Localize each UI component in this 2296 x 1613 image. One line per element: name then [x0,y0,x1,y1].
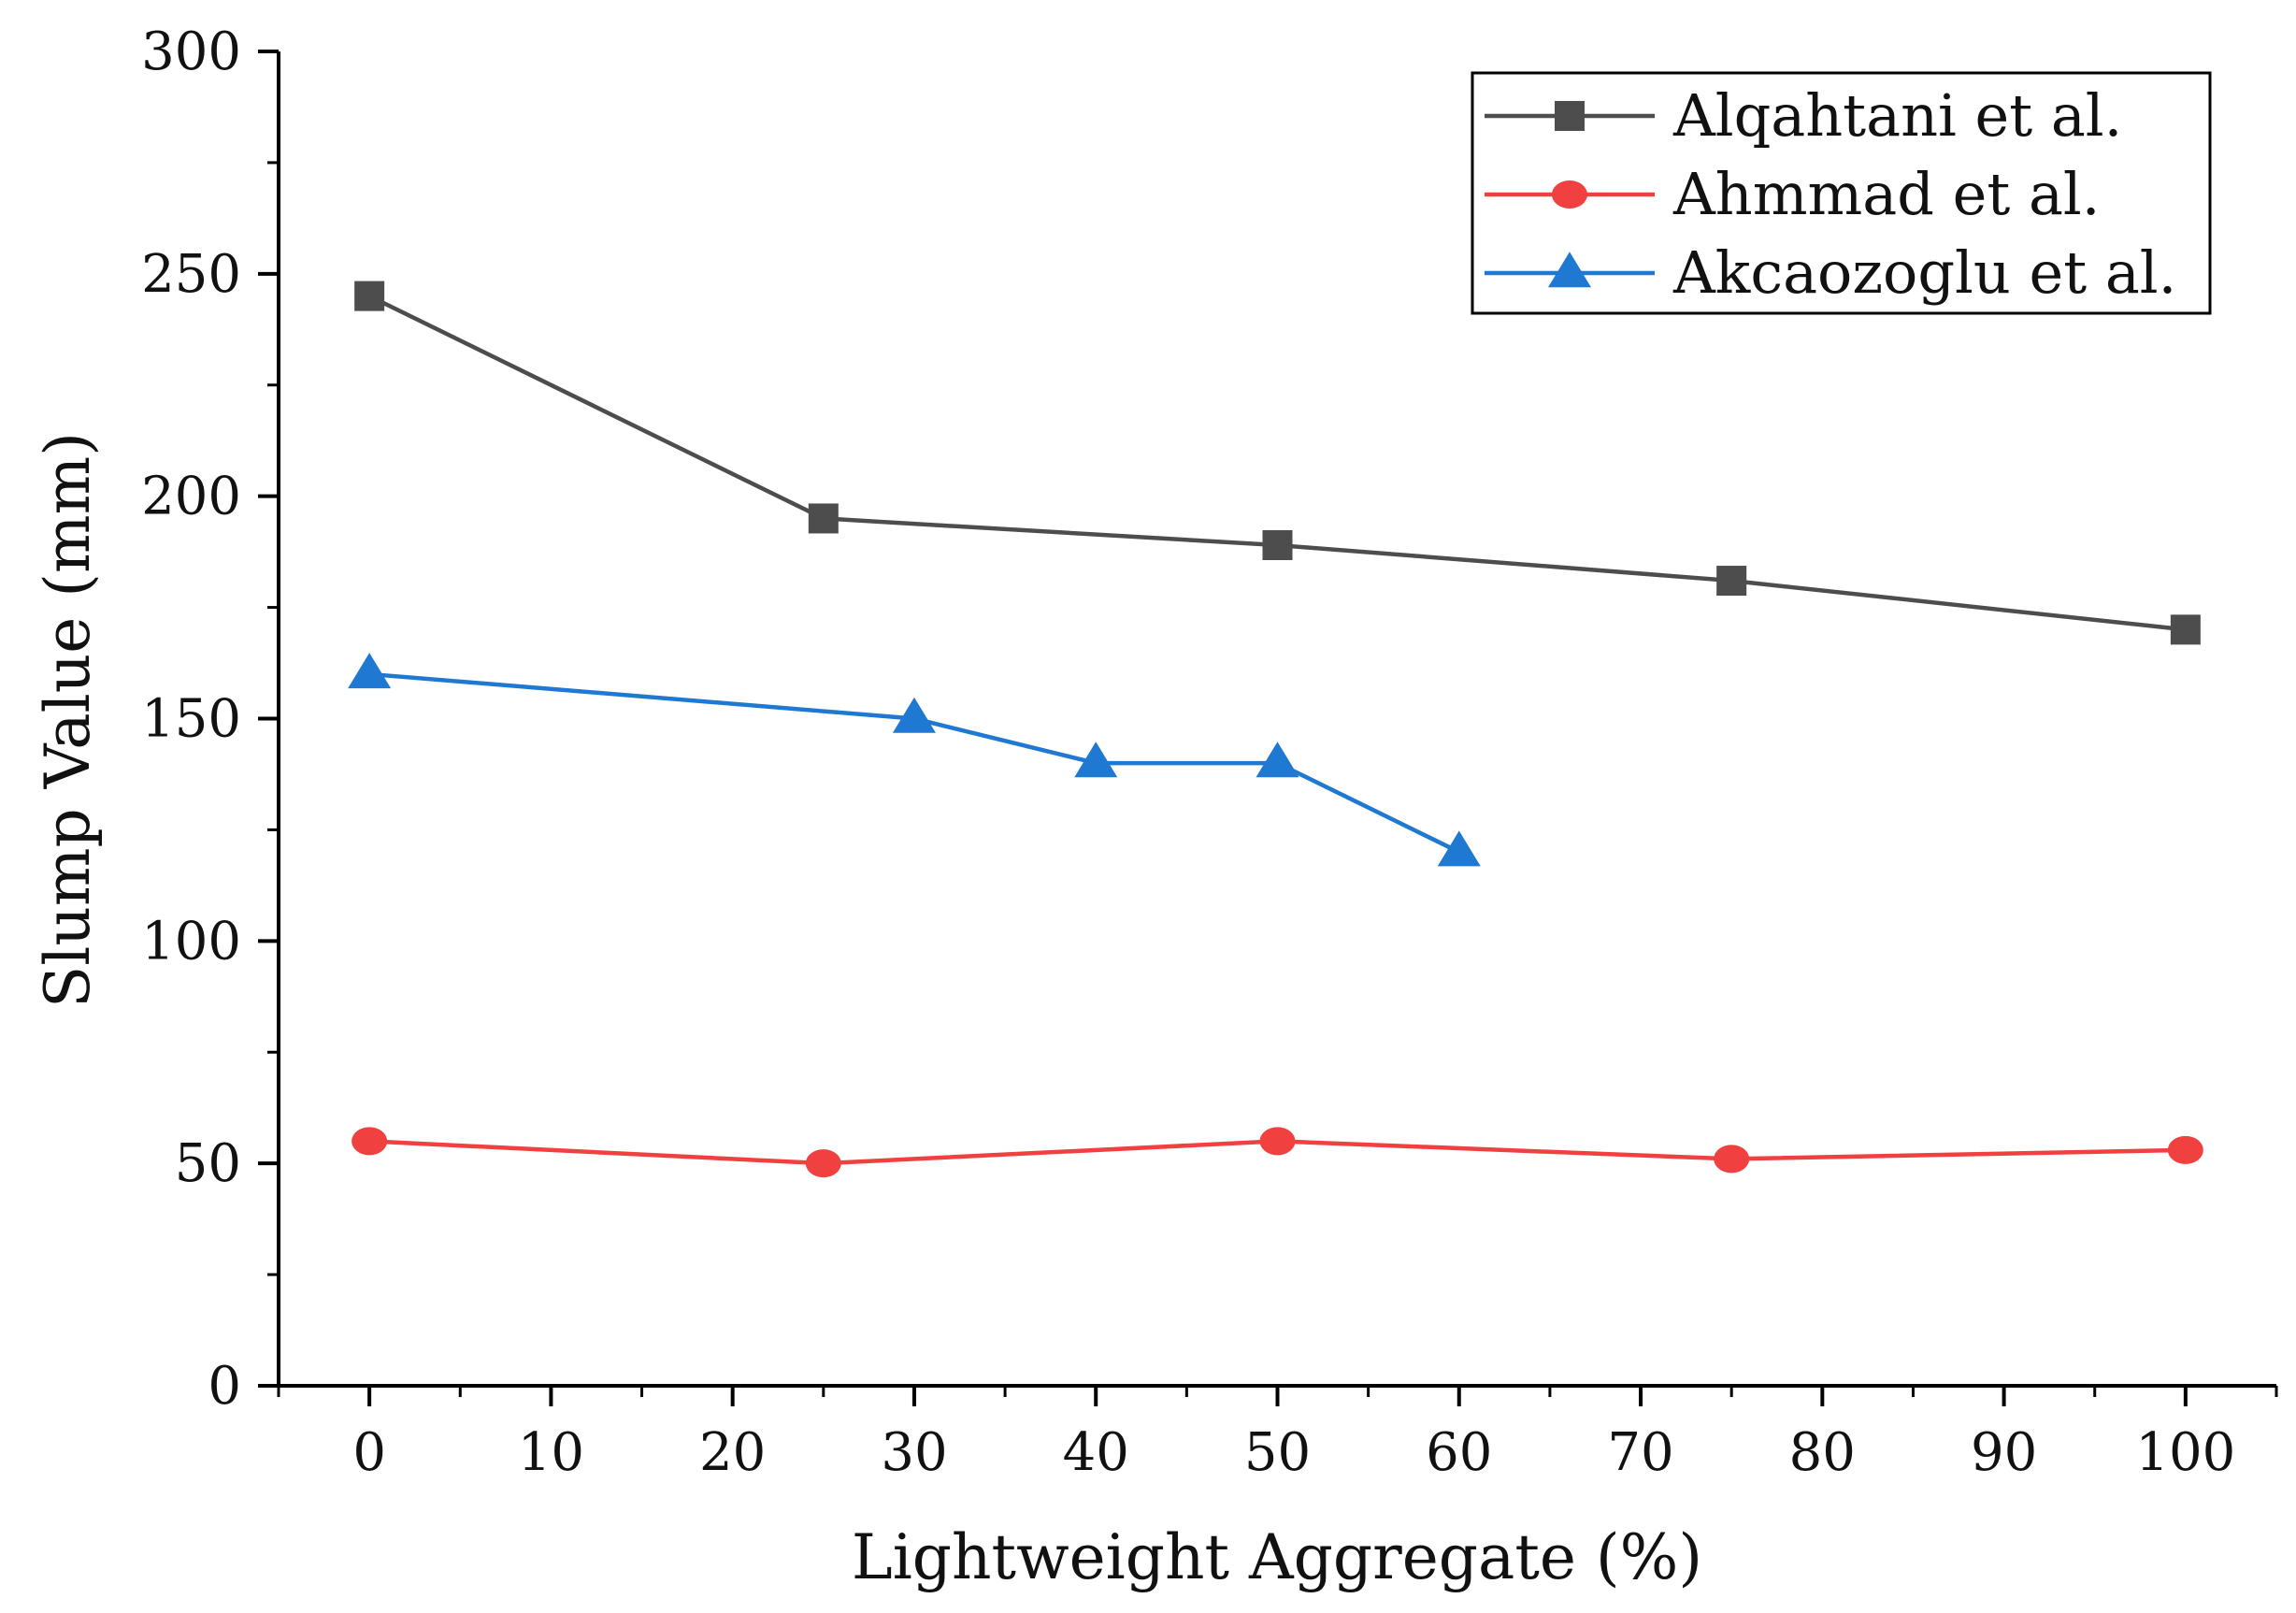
data-point [1256,742,1299,778]
series-3 [348,653,1481,867]
legend-marker [1552,180,1587,209]
series-line [368,294,2187,632]
series-1 [354,281,2201,645]
axes: 0 50 100 150 200 250 300 0 10 20 30 40 50 60 70 80 90 100 [141,22,2278,1483]
legend: Alqahtani et al. Ahmmad et al. Akcaozoglu … [1471,71,2212,315]
legend-label: Akcaozoglu et al. [1672,238,2176,307]
y-axis-title: Slump Value (mm) [32,432,104,1008]
data-point [1716,566,1747,597]
x-tick-label: 70 [1607,1422,1673,1483]
x-axis-title: Lightweight Aggregate (%) [852,1521,1702,1593]
y-tick-label: 150 [141,689,241,750]
x-tick-label: 90 [1971,1422,2037,1483]
legend-marker [1555,101,1585,131]
x-tick-label: 60 [1426,1422,1492,1483]
series-2 [352,1127,2203,1178]
y-tick-label: 50 [175,1133,241,1194]
data-point [2167,1135,2203,1164]
x-tick-label: 50 [1244,1422,1311,1483]
y-tick-label: 250 [141,244,241,305]
data-point [1714,1145,1750,1174]
data-point [1259,1127,1296,1156]
y-tick-label: 100 [141,911,241,972]
legend-item: Akcaozoglu et al. [1485,238,2176,307]
x-tick-label: 100 [2135,1422,2235,1483]
x-tick-label: 80 [1789,1422,1856,1483]
x-tick-label: 10 [518,1422,584,1483]
series-layer [348,281,2203,1178]
legend-item: Ahmmad et al. [1485,160,2100,228]
data-point [354,281,385,311]
legend-label: Ahmmad et al. [1672,160,2100,228]
legend-marker [1548,252,1591,288]
legend-item: Alqahtani et al. [1485,81,2122,150]
y-tick-label: 200 [141,467,241,527]
data-point [1262,529,1293,560]
data-point [348,653,392,689]
data-point [1437,830,1481,867]
x-tick-label: 20 [699,1422,766,1483]
y-tick-label: 0 [208,1356,241,1417]
data-point [2170,614,2201,645]
data-point [352,1127,388,1156]
x-tick-label: 0 [352,1422,386,1483]
x-tick-label: 30 [881,1422,947,1483]
legend-label: Alqahtani et al. [1672,81,2122,150]
x-tick-label: 40 [1063,1422,1129,1483]
data-point [808,503,839,534]
data-point [892,697,936,733]
data-point [1074,742,1118,778]
y-tick-label: 300 [141,22,241,82]
data-point [805,1149,841,1178]
